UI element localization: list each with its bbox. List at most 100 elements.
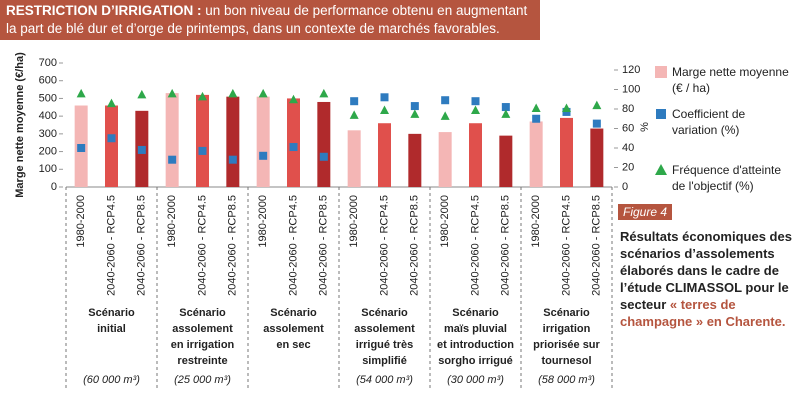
- caption: Résultats économiques des scénarios d’as…: [620, 228, 798, 330]
- group-label: simplifié: [362, 355, 407, 367]
- group-volume: (58 000 m³): [538, 374, 595, 386]
- cv-marker: [441, 96, 450, 105]
- bar: [529, 121, 543, 187]
- y2-axis-title: %: [639, 122, 651, 132]
- header: RESTRICTION D’IRRIGATION : un bon niveau…: [0, 0, 540, 40]
- group-label: initial: [97, 323, 126, 335]
- group-volume: (60 000 m³): [83, 374, 140, 386]
- freq-marker: [410, 109, 420, 118]
- y-tick-label: 300: [39, 128, 57, 140]
- freq-marker: [349, 110, 359, 119]
- cv-marker: [259, 151, 268, 160]
- cv-marker: [107, 134, 116, 143]
- x-tick-label: 2040-2060 - RCP4.5: [287, 195, 299, 296]
- freq-marker: [440, 111, 450, 120]
- legend-swatch: [655, 164, 667, 175]
- x-tick-label: 2040-2060 - RCP8.5: [136, 195, 148, 296]
- bar: [165, 93, 179, 187]
- x-tick-label: 2040-2060 - RCP4.5: [469, 195, 481, 296]
- bar: [499, 135, 513, 187]
- y-axis-title: Marge nette moyenne (€/ha): [14, 52, 26, 198]
- x-tick-label: 2040-2060 - RCP4.5: [378, 195, 390, 296]
- group-volume: (25 000 m³): [174, 374, 231, 386]
- bar: [560, 117, 573, 187]
- cv-marker: [168, 155, 177, 164]
- bar: [590, 128, 604, 187]
- figure-label: Figure 4: [618, 204, 673, 220]
- legend-swatch: [656, 109, 666, 119]
- bar: [287, 98, 300, 187]
- caption-highlight: « terres de champagne » en Charente.: [620, 297, 786, 329]
- cv-marker: [592, 119, 601, 128]
- bar: [378, 123, 391, 187]
- y2-tick-label: 60: [622, 122, 634, 134]
- bar: [438, 132, 452, 187]
- bar: [317, 101, 331, 187]
- freq-marker: [319, 88, 329, 98]
- group-label: sorgho irrigué: [438, 355, 513, 367]
- group-label: assolement: [263, 323, 324, 335]
- bar: [408, 133, 422, 187]
- cv-marker: [198, 146, 207, 155]
- x-tick-label: 1980-2000: [75, 195, 87, 248]
- freq-marker: [380, 105, 389, 114]
- x-tick-label: 2040-2060 - RCP4.5: [105, 195, 117, 296]
- cv-marker: [532, 114, 541, 123]
- group-label: Scénario: [179, 307, 226, 319]
- freq-marker: [562, 103, 571, 113]
- group-volume: (30 000 m³): [447, 374, 504, 386]
- y-tick-label: 0: [51, 181, 57, 193]
- freq-marker: [137, 89, 147, 99]
- y2-tick-label: 100: [622, 83, 640, 95]
- x-tick-label: 1980-2000: [166, 195, 178, 248]
- cv-marker: [380, 93, 389, 102]
- group-label: Scénario: [361, 307, 408, 319]
- y2-tick-label: 0: [622, 181, 628, 193]
- x-tick-label: 1980-2000: [257, 195, 269, 248]
- freq-marker: [198, 91, 207, 101]
- cv-marker: [319, 152, 328, 161]
- caption-text: Résultats économiques des scénarios d’as…: [620, 229, 792, 312]
- y-tick-label: 100: [39, 163, 57, 175]
- group-label: Scénario: [543, 307, 590, 319]
- group-label: Scénario: [452, 307, 499, 319]
- freq-marker: [592, 100, 602, 110]
- group-label: en sec: [276, 339, 310, 351]
- cv-marker: [501, 103, 510, 112]
- x-tick-label: 2040-2060 - RCP8.5: [227, 195, 239, 296]
- group-label: restreinte: [177, 355, 227, 367]
- group-label: maïs pluvial: [444, 323, 507, 335]
- y-tick-label: 500: [39, 92, 57, 104]
- legend-swatch: [655, 66, 667, 78]
- bar: [347, 130, 361, 187]
- group-volume: (54 000 m³): [356, 374, 413, 386]
- group-label: irrigation: [543, 323, 591, 335]
- group-label: assolement: [172, 323, 233, 335]
- x-tick-label: 2040-2060 - RCP8.5: [409, 195, 421, 296]
- x-tick-label: 2040-2060 - RCP4.5: [560, 195, 572, 296]
- freq-marker: [531, 103, 541, 113]
- freq-marker: [228, 88, 238, 98]
- freq-marker: [167, 88, 177, 98]
- freq-marker: [76, 88, 86, 98]
- freq-marker: [501, 109, 511, 118]
- freq-marker: [258, 88, 268, 98]
- bar: [196, 94, 209, 187]
- bar: [469, 123, 482, 187]
- x-tick-label: 1980-2000: [348, 195, 360, 248]
- group-label: en irrigation: [171, 339, 235, 351]
- legend-label: Fréquence d'atteinte de l'objectif (%): [672, 163, 782, 193]
- y2-tick-label: 20: [622, 161, 634, 173]
- cv-marker: [471, 97, 480, 106]
- header-title-bold: RESTRICTION D’IRRIGATION :: [6, 3, 202, 18]
- cv-marker: [77, 144, 86, 152]
- group-label: Scénario: [270, 307, 317, 319]
- y2-tick-label: 120: [622, 64, 640, 76]
- x-tick-label: 2040-2060 - RCP4.5: [196, 195, 208, 296]
- cv-marker: [228, 155, 237, 164]
- y2-tick-label: 40: [622, 142, 634, 154]
- y-tick-label: 400: [39, 110, 57, 122]
- y-tick-label: 200: [39, 145, 57, 157]
- y2-tick-label: 80: [622, 103, 634, 115]
